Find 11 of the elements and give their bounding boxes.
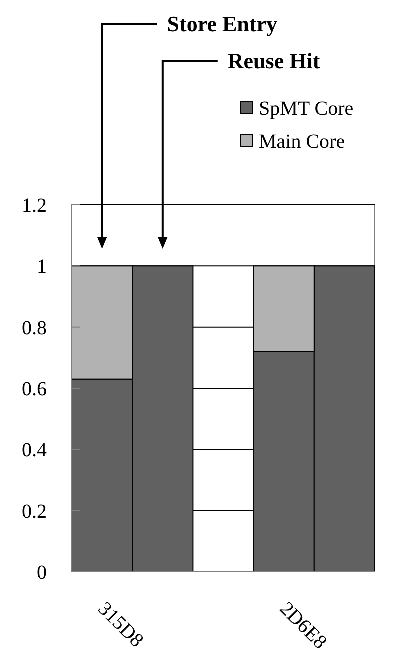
legend-label: Main Core: [259, 131, 346, 153]
legend-label: SpMT Core: [259, 98, 354, 120]
y-tick-label: 0.6: [22, 378, 47, 400]
y-tick-label: 1: [37, 256, 47, 278]
y-tick-label: 1.2: [22, 195, 47, 217]
y-tick-label: 0.8: [22, 317, 47, 340]
text: Reuse Hit: [228, 48, 321, 74]
y-tick-label: 0: [37, 562, 47, 584]
y-tick-label: 0.2: [22, 500, 47, 523]
y-tick-label: 0.4: [22, 440, 47, 462]
text: Store Entry: [167, 12, 278, 37]
